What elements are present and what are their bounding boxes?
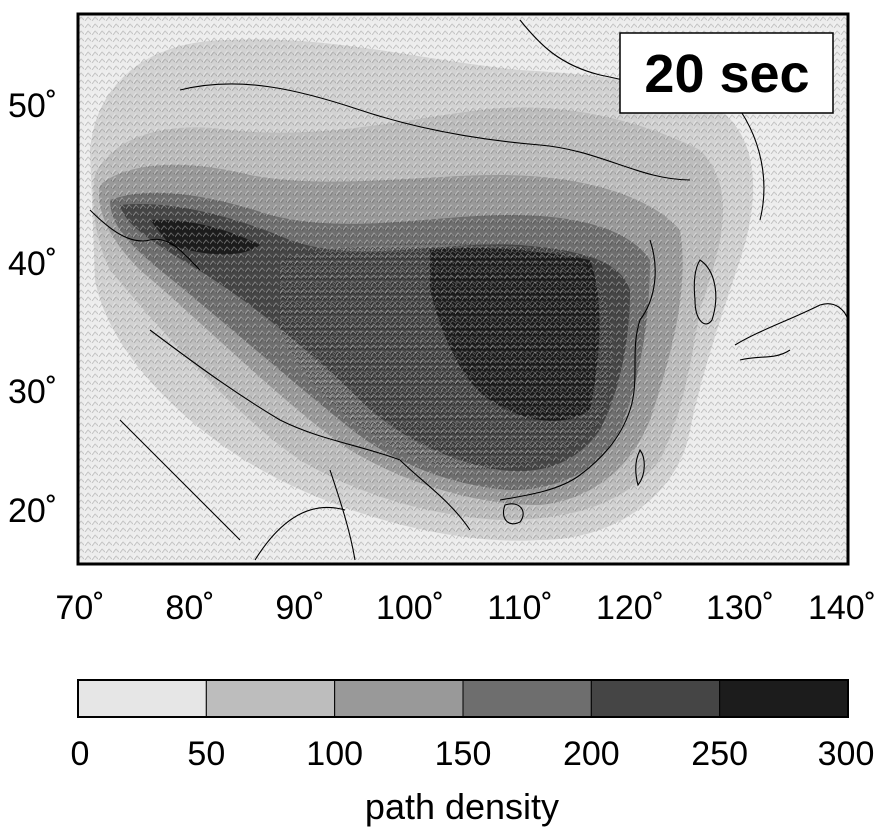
period-label-background xyxy=(619,32,834,114)
colorbar-tick-300: 300 xyxy=(818,735,875,773)
lon-tick-140: 140˚ xyxy=(808,589,876,627)
indochina-border xyxy=(329,459,471,561)
japan-islands xyxy=(734,303,848,361)
period-label: 20 sec xyxy=(644,44,809,104)
colorbar-bin-250-300 xyxy=(719,679,849,718)
lat-tick-50: 50˚ xyxy=(8,87,57,125)
lat-tick-30: 30˚ xyxy=(8,373,57,411)
lon-tick-80: 80˚ xyxy=(165,589,214,627)
colorbar-tick-100: 100 xyxy=(306,735,363,773)
lon-tick-120: 120˚ xyxy=(596,589,664,627)
colorbar-bin-50-100 xyxy=(205,679,336,718)
lon-tick-110: 110˚ xyxy=(487,589,553,627)
colorbar-frame xyxy=(77,679,849,718)
central-asia-border xyxy=(89,209,201,271)
colorbar-tick-250: 250 xyxy=(691,735,748,773)
colorbar-tick-0: 0 xyxy=(71,735,90,773)
lat-tick-40: 40˚ xyxy=(8,245,57,283)
colorbar-tick-200: 200 xyxy=(563,735,620,773)
lat-tick-20: 20˚ xyxy=(8,492,57,530)
period-label-box: 20 sec xyxy=(619,32,834,114)
colorbar-bins xyxy=(77,679,849,718)
longitude-axis: 70˚ 80˚ 90˚ 100˚ 110˚ 120˚ 130˚ 140˚ xyxy=(55,589,876,627)
colorbar-tick-50: 50 xyxy=(187,735,225,773)
colorbar-bin-0-50 xyxy=(77,679,207,718)
colorbar-tick-150: 150 xyxy=(435,735,492,773)
colorbar-bin-100-150 xyxy=(334,679,464,718)
coastlines-and-borders xyxy=(89,19,848,561)
india-coast xyxy=(119,419,346,561)
lon-tick-100: 100˚ xyxy=(376,589,444,627)
korea-peninsula xyxy=(693,259,717,325)
china-east-coast xyxy=(499,239,656,501)
lon-tick-130: 130˚ xyxy=(706,589,774,627)
density-shading xyxy=(78,14,848,564)
colorbar-bin-150-200 xyxy=(462,679,592,718)
taiwan-island xyxy=(635,448,645,487)
colorbar-bin-200-250 xyxy=(590,679,721,718)
latitude-axis: 50˚ 40˚ 30˚ 20˚ xyxy=(8,87,57,530)
lon-tick-70: 70˚ xyxy=(55,589,104,627)
colorbar-tick-labels: 0 50 100 150 200 250 300 xyxy=(71,735,875,773)
relief-texture-dark xyxy=(280,243,612,470)
map-panel: 20 sec xyxy=(78,14,848,564)
colorbar-label: path density xyxy=(365,786,559,827)
lon-tick-90: 90˚ xyxy=(275,589,324,627)
colorbar: 0 50 100 150 200 250 300 path density xyxy=(71,679,875,827)
hainan-island xyxy=(502,503,524,525)
mongolia-border xyxy=(179,83,691,181)
himalaya-border xyxy=(149,329,401,461)
map-frame xyxy=(76,12,850,566)
